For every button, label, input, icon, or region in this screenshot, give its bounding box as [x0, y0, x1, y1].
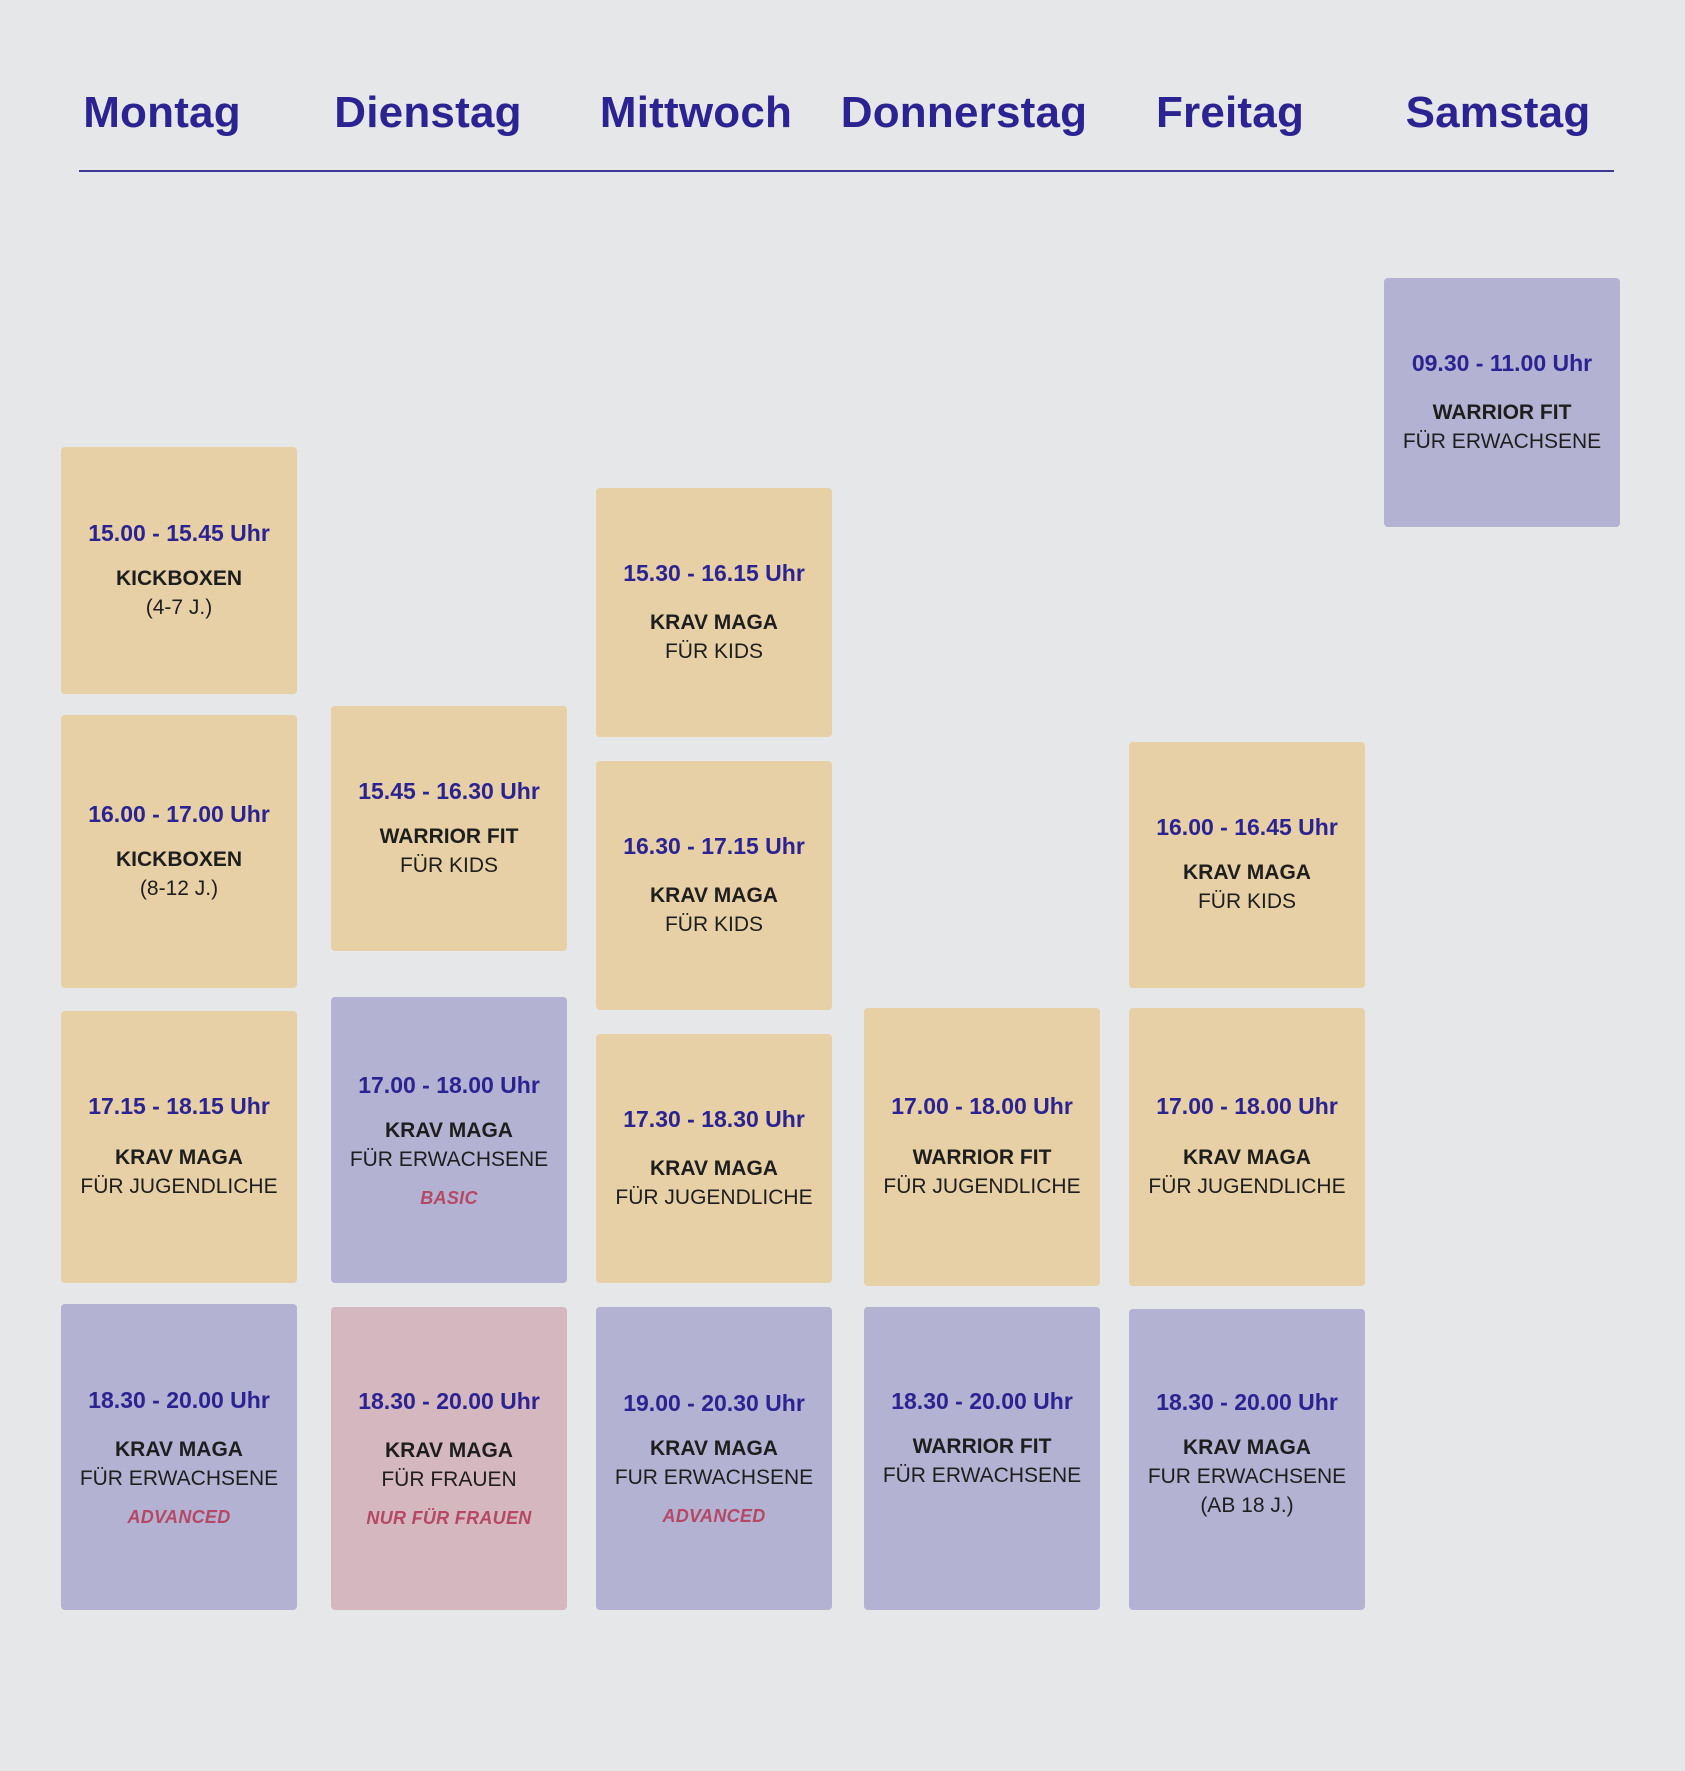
class-time: 16.30 - 17.15 Uhr — [623, 832, 805, 859]
class-time: 16.00 - 17.00 Uhr — [88, 800, 270, 827]
class-level-tag: ADVANCED — [127, 1506, 231, 1527]
class-title: KRAV MAGA — [115, 1437, 243, 1461]
class-subtitle: FÜR JUGENDLICHE — [883, 1175, 1081, 1198]
class-age-note: (AB 18 J.) — [1200, 1494, 1294, 1517]
class-subtitle: FÜR KIDS — [399, 853, 498, 877]
class-card[interactable]: 17.00 - 18.00 Uhr KRAV MAGA FÜR JUGENDLI… — [1129, 1008, 1365, 1286]
class-title: KICKBOXEN — [115, 847, 242, 871]
class-title: KRAV MAGA — [650, 610, 778, 634]
class-subtitle: FÜR ERWACHSENE — [882, 1463, 1082, 1487]
class-card[interactable]: 17.15 - 18.15 Uhr KRAV MAGA FÜR JUGENDLI… — [61, 1011, 297, 1283]
class-time: 18.30 - 20.00 Uhr — [88, 1386, 270, 1413]
class-title: KRAV MAGA — [385, 1118, 513, 1142]
class-time: 17.00 - 18.00 Uhr — [891, 1093, 1073, 1119]
class-subtitle: FÜR ERWACHSENE — [349, 1147, 549, 1171]
class-card[interactable]: 16.00 - 17.00 Uhr KICKBOXEN (8-12 J.) — [61, 715, 297, 988]
class-card[interactable]: 19.00 - 20.30 Uhr KRAV MAGA FUR ERWACHSE… — [596, 1307, 832, 1610]
class-title: KRAV MAGA — [115, 1146, 243, 1169]
class-subtitle: FÜR JUGENDLICHE — [80, 1175, 278, 1198]
class-subtitle: FÜR ERWACHSENE — [1402, 429, 1602, 453]
class-subtitle: FÜR ERWACHSENE — [79, 1466, 279, 1490]
class-subtitle: FÜR KIDS — [664, 639, 763, 663]
class-card[interactable]: 17.00 - 18.00 Uhr KRAV MAGA FÜR ERWACHSE… — [331, 997, 567, 1283]
class-title: KRAV MAGA — [650, 1156, 778, 1180]
class-title: KRAV MAGA — [650, 1437, 778, 1460]
class-card[interactable]: 18.30 - 20.00 Uhr KRAV MAGA FÜR FRAUEN N… — [331, 1307, 567, 1610]
day-heading-dienstag: Dienstag — [334, 88, 522, 137]
class-card[interactable]: 09.30 - 11.00 Uhr WARRIOR FIT FÜR ERWACH… — [1384, 278, 1620, 527]
class-subtitle: FÜR JUGENDLICHE — [615, 1185, 813, 1209]
class-card[interactable]: 15.00 - 15.45 Uhr KICKBOXEN (4-7 J.) — [61, 447, 297, 694]
day-heading-samstag: Samstag — [1405, 88, 1591, 137]
class-subtitle: FÜR KIDS — [1197, 890, 1296, 913]
class-time: 19.00 - 20.30 Uhr — [623, 1390, 805, 1416]
class-time: 17.00 - 18.00 Uhr — [1156, 1093, 1338, 1119]
class-title: KRAV MAGA — [1183, 861, 1311, 884]
class-title: KRAV MAGA — [1183, 1146, 1311, 1169]
class-card[interactable]: 16.00 - 16.45 Uhr KRAV MAGA FÜR KIDS — [1129, 742, 1365, 988]
class-level-tag: ADVANCED — [662, 1506, 766, 1526]
class-card[interactable]: 17.00 - 18.00 Uhr WARRIOR FIT FÜR JUGEND… — [864, 1008, 1100, 1286]
class-title: KICKBOXEN — [115, 566, 242, 590]
class-subtitle: FUR ERWACHSENE — [1147, 1465, 1347, 1488]
class-time: 16.00 - 16.45 Uhr — [1156, 814, 1338, 840]
class-title: KRAV MAGA — [650, 883, 778, 907]
class-title: WARRIOR FIT — [379, 824, 519, 848]
class-card[interactable]: 18.30 - 20.00 Uhr KRAV MAGA FUR ERWACHSE… — [1129, 1309, 1365, 1610]
class-card[interactable]: 15.30 - 16.15 Uhr KRAV MAGA FÜR KIDS — [596, 488, 832, 737]
class-card[interactable]: 18.30 - 20.00 Uhr KRAV MAGA FÜR ERWACHSE… — [61, 1304, 297, 1610]
class-time: 15.45 - 16.30 Uhr — [358, 777, 540, 804]
class-time: 15.00 - 15.45 Uhr — [88, 519, 270, 546]
class-card[interactable]: 15.45 - 16.30 Uhr WARRIOR FIT FÜR KIDS — [331, 706, 567, 951]
day-heading-donnerstag: Donnerstag — [840, 88, 1088, 137]
class-time: 09.30 - 11.00 Uhr — [1411, 349, 1593, 376]
class-time: 17.15 - 18.15 Uhr — [88, 1093, 270, 1119]
class-subtitle: FUR ERWACHSENE — [614, 1466, 814, 1489]
class-time: 17.00 - 18.00 Uhr — [358, 1071, 540, 1098]
day-heading-mittwoch: Mittwoch — [599, 88, 793, 137]
class-title: WARRIOR FIT — [1432, 400, 1572, 424]
class-level-tag: BASIC — [420, 1187, 478, 1208]
class-title: WARRIOR FIT — [912, 1434, 1052, 1458]
header-divider — [79, 170, 1614, 172]
class-subtitle: FÜR JUGENDLICHE — [1148, 1175, 1346, 1198]
class-title: KRAV MAGA — [1183, 1436, 1311, 1459]
day-heading-montag: Montag — [83, 88, 241, 137]
class-subtitle: (8-12 J.) — [139, 876, 219, 900]
class-card[interactable]: 17.30 - 18.30 Uhr KRAV MAGA FÜR JUGENDLI… — [596, 1034, 832, 1283]
class-time: 15.30 - 16.15 Uhr — [623, 559, 805, 586]
class-title: WARRIOR FIT — [912, 1146, 1052, 1169]
class-title: KRAV MAGA — [385, 1439, 513, 1462]
class-time: 17.30 - 18.30 Uhr — [623, 1105, 805, 1132]
class-time: 18.30 - 20.00 Uhr — [891, 1387, 1073, 1414]
class-time: 18.30 - 20.00 Uhr — [1156, 1389, 1338, 1415]
class-subtitle: FÜR FRAUEN — [381, 1468, 517, 1491]
class-card[interactable]: 16.30 - 17.15 Uhr KRAV MAGA FÜR KIDS — [596, 761, 832, 1010]
class-card[interactable]: 18.30 - 20.00 Uhr WARRIOR FIT FÜR ERWACH… — [864, 1307, 1100, 1610]
day-heading-freitag: Freitag — [1155, 88, 1305, 137]
class-subtitle: (4-7 J.) — [145, 595, 213, 619]
class-level-tag: NUR FÜR FRAUEN — [366, 1508, 532, 1528]
class-subtitle: FÜR KIDS — [664, 912, 763, 936]
schedule-header: Montag Dienstag Mittwoch Donnerstag Frei… — [0, 0, 1685, 180]
class-time: 18.30 - 20.00 Uhr — [358, 1388, 540, 1414]
